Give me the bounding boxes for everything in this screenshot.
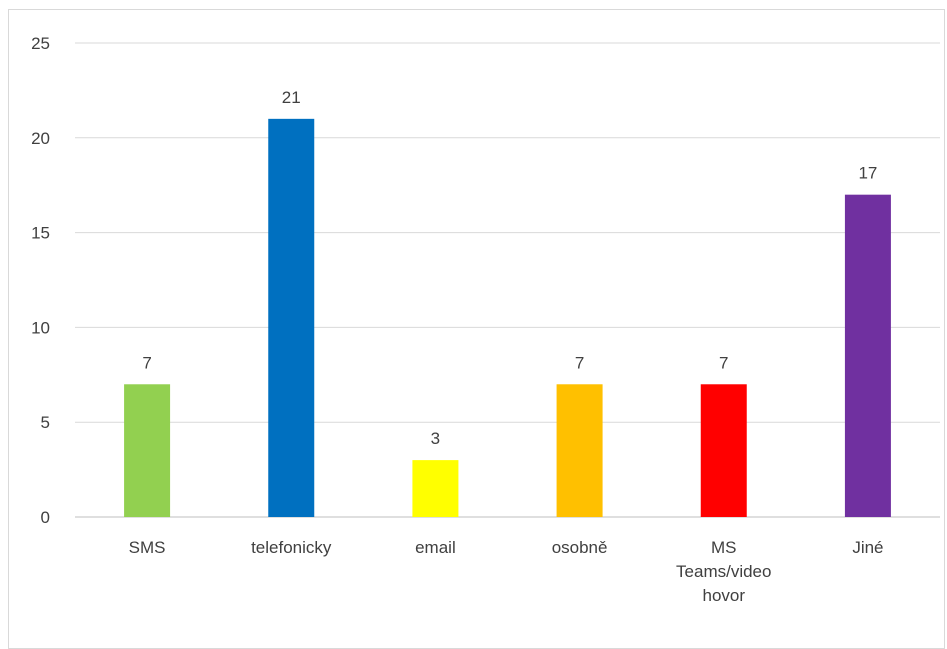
data-label: 7 [719,353,728,372]
gridlines [75,42,940,518]
x-category-label: Jiné [852,538,883,557]
x-category-label: MS Teams/video hovor [676,538,771,605]
bar [700,384,747,517]
data-label: 17 [858,164,877,183]
data-label: 7 [142,353,151,372]
bar [556,384,603,517]
bar [844,194,891,517]
data-label: 21 [282,88,301,107]
y-tick-label: 15 [31,224,50,243]
bar [412,460,459,517]
y-tick-label: 0 [41,508,50,527]
x-category-label: SMS [129,538,166,557]
bar-chart: 0 5 10 15 20 25 7 21 3 7 7 17 SMS telefonicky email o… [31,34,940,605]
bar [268,118,315,517]
x-category-label: telefonicky [251,538,332,557]
bars [124,118,891,517]
y-tick-label: 5 [41,413,50,432]
y-axis-ticks: 0 5 10 15 20 25 [31,34,50,527]
x-category-label: osobně [552,538,608,557]
x-category-label: email [415,538,456,557]
y-tick-label: 20 [31,129,50,148]
y-tick-label: 10 [31,318,50,337]
y-tick-label: 25 [31,34,50,53]
data-label: 7 [575,353,584,372]
data-label: 3 [431,429,440,448]
bar [124,384,171,517]
data-labels: 7 21 3 7 7 17 [142,88,877,448]
x-axis-categories: SMS telefonicky email osobně MS Teams/video ho… [129,538,884,605]
